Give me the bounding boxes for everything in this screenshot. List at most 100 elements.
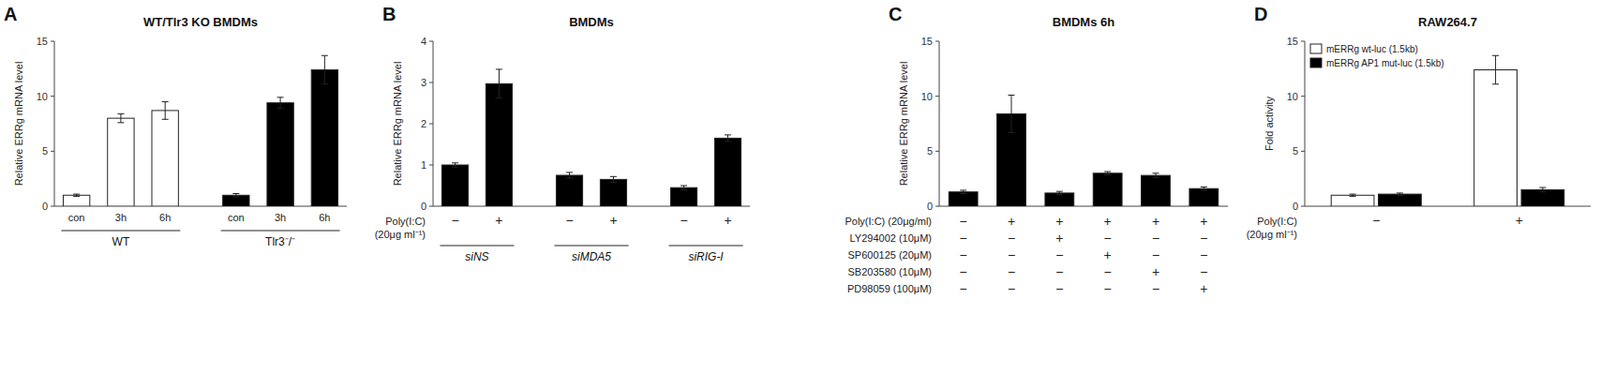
y-tick-label: 0 [42, 200, 48, 212]
sign: + [1151, 213, 1160, 229]
y-tick-label: 0 [420, 200, 427, 212]
bar [1474, 70, 1518, 207]
annotation: (20μg ml⁻¹) [1246, 228, 1298, 240]
x-axis [54, 206, 347, 208]
group-label: siMDA5 [571, 250, 612, 264]
panel: AWT/Tlr3 KO BMDMs051015Relative ERRg mRN… [3, 3, 347, 249]
panel-letter: B [382, 3, 396, 25]
y-tick-label: 10 [1286, 90, 1299, 103]
y-axis [54, 41, 56, 207]
error-bar [1539, 187, 1546, 193]
bar [151, 110, 179, 207]
x-tick-label: − [1372, 212, 1380, 228]
error-cap [610, 181, 617, 183]
error-stem [119, 113, 121, 122]
bar [1092, 173, 1122, 207]
error-cap [1492, 55, 1499, 57]
y-tick-label: 15 [36, 35, 48, 47]
error-cap [1349, 194, 1357, 195]
y-tick [50, 150, 55, 152]
error-cap [1200, 189, 1208, 191]
plot-area [948, 94, 1218, 207]
background [0, 0, 1600, 374]
y-tick [1300, 150, 1305, 152]
error-cap [680, 189, 688, 191]
group-label: siNS [464, 250, 489, 264]
sign: − [1199, 230, 1208, 246]
error-stem [1203, 186, 1205, 191]
y-tick [1300, 41, 1305, 43]
sign: + [1055, 213, 1063, 229]
error-bar [1349, 194, 1357, 196]
y-tick [935, 95, 940, 97]
annotation: (20μg ml⁻¹) [374, 228, 426, 240]
error-cap [73, 195, 80, 197]
error-bar [610, 176, 617, 182]
y-tick-label: 5 [1292, 145, 1299, 157]
error-cap [321, 83, 329, 85]
x-tick-label: − [679, 212, 688, 228]
title: RAW264.7 [1418, 14, 1478, 30]
y-tick-label: 4 [420, 35, 427, 47]
error-stem [568, 172, 570, 179]
panel-letter: A [3, 3, 17, 25]
y-tick-label: 2 [420, 118, 427, 130]
sign: − [959, 281, 968, 297]
x-tick-label: + [494, 212, 503, 228]
error-bar [566, 172, 573, 179]
error-cap [277, 96, 285, 98]
error-cap [1539, 191, 1546, 193]
legend-label: mERRg wt-luc (1.5kb) [1326, 44, 1419, 55]
error-cap [495, 68, 503, 70]
error-cap [1200, 186, 1208, 188]
sign: + [1055, 230, 1063, 246]
error-cap [959, 193, 967, 195]
sign: − [1007, 247, 1016, 263]
x-tick-label: 6h [318, 211, 330, 224]
group-line [553, 244, 629, 246]
error-cap [1104, 174, 1111, 176]
error-stem [727, 134, 729, 142]
error-stem [235, 194, 237, 198]
sign: − [1199, 247, 1208, 263]
y-axis-label: Fold activity [1263, 95, 1275, 151]
group-line [221, 229, 341, 231]
bar [599, 179, 627, 207]
y-tick-label: 1 [420, 159, 427, 171]
y-axis-label: Relative ERRg mRNA level [897, 61, 910, 187]
sign: − [959, 247, 968, 263]
bar [107, 118, 135, 207]
error-cap [1396, 192, 1404, 194]
error-cap [1349, 195, 1357, 197]
error-cap [680, 185, 688, 187]
error-cap [1104, 171, 1111, 173]
error-cap [724, 140, 732, 142]
y-tick-label: 15 [921, 35, 933, 47]
group-line [669, 244, 744, 246]
panel-letter: D [1254, 3, 1268, 25]
plot-area [441, 69, 741, 207]
error-bar [1200, 186, 1208, 191]
error-cap [232, 196, 240, 198]
sign: − [959, 264, 968, 280]
error-cap [232, 193, 240, 195]
error-bar [1104, 171, 1111, 176]
y-tick [50, 206, 55, 208]
error-bar [724, 134, 732, 142]
row-label: Poly(I:C) (20μg/ml) [844, 215, 932, 227]
error-cap [566, 171, 573, 173]
group-label: siRIG-I [687, 250, 724, 264]
row-label: LY294002 (10μM) [850, 232, 932, 244]
panel: CBMDMs 6h051015Relative ERRg mRNA levelP… [844, 3, 1228, 297]
error-cap [959, 189, 967, 191]
sign: − [1055, 247, 1063, 263]
error-stem [498, 69, 500, 99]
row-label: SP600125 (20μM) [848, 249, 933, 261]
sign: + [1151, 264, 1160, 280]
y-tick-label: 10 [921, 90, 933, 103]
error-cap [724, 134, 732, 135]
y-tick-label: 3 [420, 76, 427, 89]
bar [714, 137, 741, 207]
figure: AWT/Tlr3 KO BMDMs051015Relative ERRg mRN… [0, 0, 1600, 374]
plot-area [62, 55, 338, 207]
